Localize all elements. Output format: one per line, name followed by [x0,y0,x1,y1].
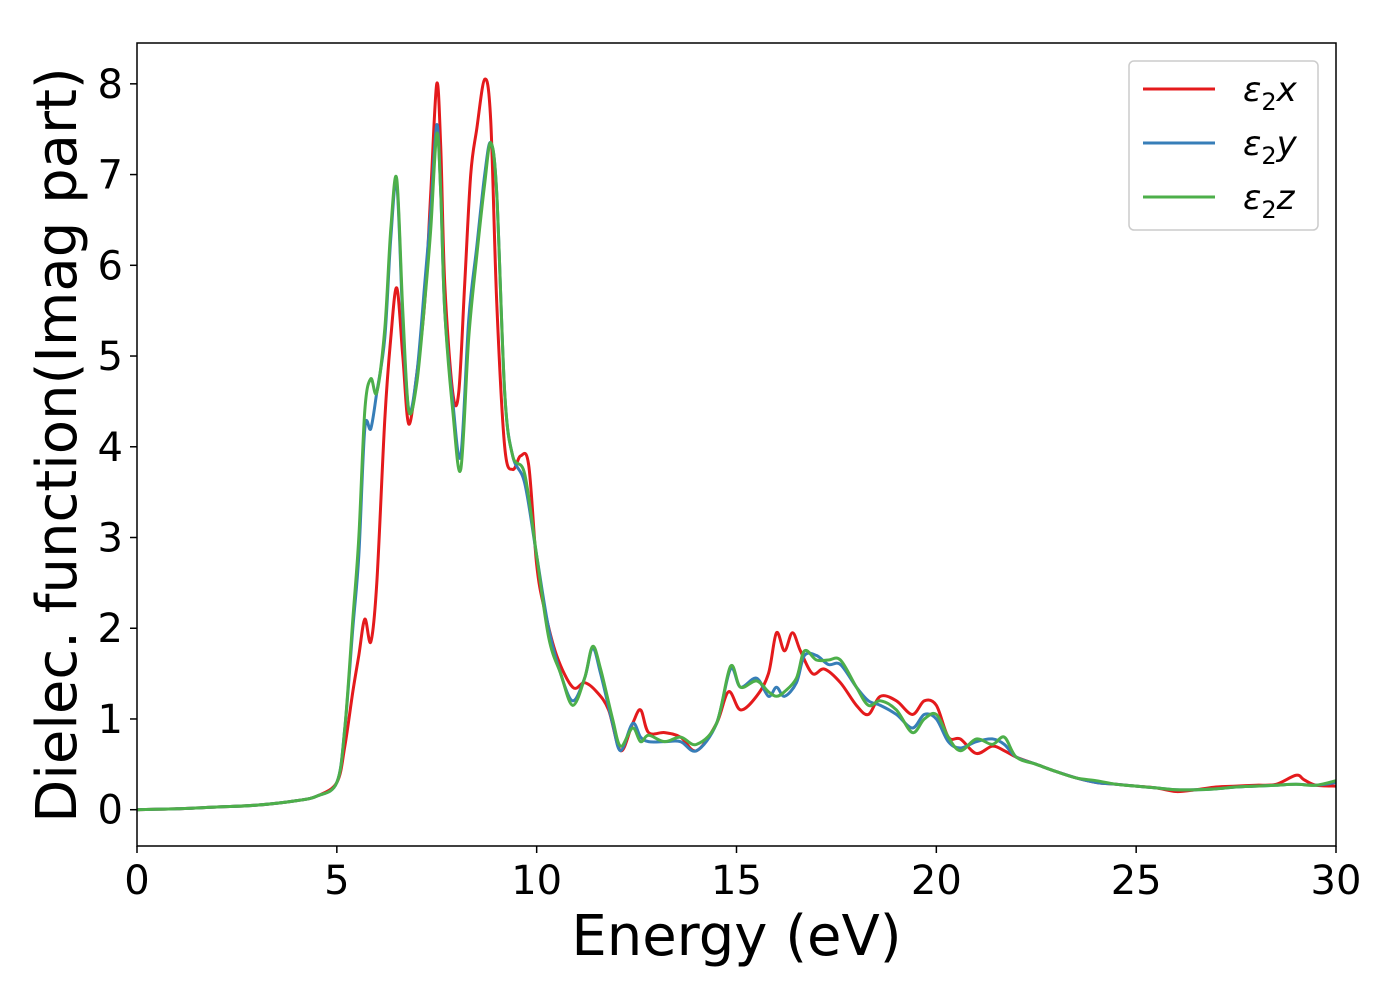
x-axis-ticks: 0 5 10 15 20 25 30 [124,846,1361,904]
y-tick-label: 8 [98,62,123,108]
x-tick-label: 25 [1111,858,1162,904]
x-tick-label: 30 [1311,858,1362,904]
y-tick-label: 3 [98,516,123,562]
x-tick-label: 15 [711,858,762,904]
y-tick-label: 7 [98,153,123,199]
y-axis-ticks: 0 1 2 3 4 5 6 7 8 [98,62,137,834]
legend-label-z: ε2z [1243,178,1296,224]
x-tick-label: 20 [911,858,962,904]
y-tick-label: 2 [98,606,123,652]
x-tick-label: 5 [324,858,349,904]
x-tick-label: 0 [124,858,149,904]
y-tick-label: 4 [98,425,123,471]
y-tick-label: 1 [98,697,123,743]
legend: ε2x ε2y ε2z [1128,60,1319,231]
series-line-z [137,131,1336,812]
legend-label-x: ε2x [1243,70,1298,116]
series-layer [137,77,1336,812]
x-tick-label: 10 [511,858,562,904]
y-tick-label: 6 [98,243,123,289]
y-tick-label: 0 [98,788,123,834]
y-axis-label: Dielec. function(Imag part) [25,67,90,823]
legend-label-y: ε2y [1243,124,1298,170]
legend-box [1128,60,1319,231]
y-tick-label: 5 [98,334,123,380]
x-axis-label: Energy (eV) [571,904,901,969]
